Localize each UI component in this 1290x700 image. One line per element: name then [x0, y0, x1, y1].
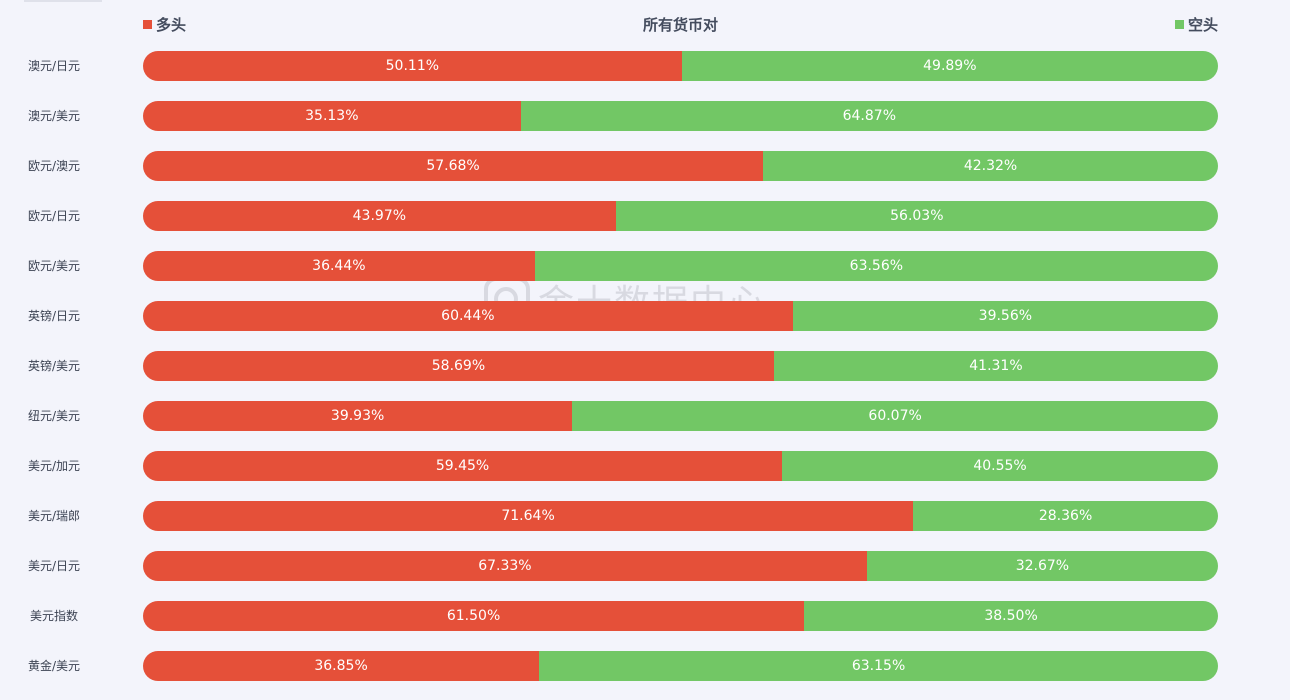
legend-long[interactable]: 多头: [143, 14, 186, 35]
stacked-bar: 43.97% 56.03%: [143, 201, 1218, 231]
category-label: 黄金/美元: [27, 659, 81, 673]
bar-short-segment[interactable]: 49.89%: [681, 51, 1218, 81]
category-label: 美元/加元: [27, 459, 81, 473]
bar-row: 美元/加元 59.45% 40.55%: [0, 450, 1290, 500]
category-label: 美元指数: [29, 609, 78, 623]
bar-long-segment[interactable]: 61.50%: [143, 601, 805, 631]
bar-long-segment[interactable]: 36.85%: [143, 651, 540, 681]
category-label: 纽元/美元: [27, 409, 81, 423]
legend-long-label: 多头: [156, 16, 187, 34]
bar-long-segment[interactable]: 59.45%: [143, 451, 783, 481]
category-label: 欧元/美元: [27, 259, 81, 273]
bar-long-segment[interactable]: 71.64%: [143, 501, 914, 531]
top-tab-indicator: [24, 0, 102, 2]
stacked-bar: 61.50% 38.50%: [143, 601, 1218, 631]
bar-row: 澳元/美元 35.13% 64.87%: [0, 100, 1290, 150]
bar-short-segment[interactable]: 63.15%: [539, 651, 1218, 681]
stacked-bar: 57.68% 42.32%: [143, 151, 1218, 181]
bar-short-segment[interactable]: 42.32%: [763, 151, 1218, 181]
legend-long-swatch: [143, 20, 152, 29]
bar-row: 欧元/澳元 57.68% 42.32%: [0, 150, 1290, 200]
bar-long-segment[interactable]: 60.44%: [143, 301, 793, 331]
bar-row: 美元指数 61.50% 38.50%: [0, 600, 1290, 650]
category-label: 英镑/日元: [27, 309, 81, 323]
bar-row: 英镑/日元 60.44% 39.56%: [0, 300, 1290, 350]
bar-long-segment[interactable]: 35.13%: [143, 101, 521, 131]
bar-short-segment[interactable]: 56.03%: [615, 201, 1218, 231]
bar-short-segment[interactable]: 41.31%: [773, 351, 1218, 381]
bar-short-segment[interactable]: 38.50%: [804, 601, 1218, 631]
stacked-bar: 71.64% 28.36%: [143, 501, 1218, 531]
category-label: 欧元/日元: [27, 209, 81, 223]
bar-rows: 澳元/日元 50.11% 49.89% 澳元/美元 35.13% 64.87% 欧元/澳元 5…: [0, 50, 1290, 700]
legend-short-label: 空头: [1187, 16, 1218, 34]
stacked-bar: 39.93% 60.07%: [143, 401, 1218, 431]
category-label: 澳元/日元: [27, 59, 81, 73]
legend-short-swatch: [1174, 20, 1184, 29]
bar-long-segment[interactable]: 36.44%: [143, 251, 535, 281]
stacked-bar: 67.33% 32.67%: [143, 551, 1218, 581]
bar-short-segment[interactable]: 63.56%: [534, 251, 1218, 281]
category-label: 澳元/美元: [27, 109, 81, 123]
bar-row: 欧元/美元 36.44% 63.56%: [0, 250, 1290, 300]
bar-long-segment[interactable]: 43.97%: [143, 201, 616, 231]
bar-row: 纽元/美元 39.93% 60.07%: [0, 400, 1290, 450]
bar-short-segment[interactable]: 64.87%: [520, 101, 1218, 131]
bar-row: 美元/日元 67.33% 32.67%: [0, 550, 1290, 600]
bar-long-segment[interactable]: 50.11%: [143, 51, 682, 81]
stacked-bar: 60.44% 39.56%: [143, 301, 1218, 331]
category-label: 英镑/美元: [27, 359, 81, 373]
chart-title: 所有货币对: [642, 16, 718, 34]
bar-short-segment[interactable]: 40.55%: [782, 451, 1218, 481]
bar-long-segment[interactable]: 58.69%: [143, 351, 774, 381]
stacked-bar: 35.13% 64.87%: [143, 101, 1218, 131]
bar-short-segment[interactable]: 39.56%: [792, 301, 1218, 331]
stacked-bar: 36.44% 63.56%: [143, 251, 1218, 281]
bar-short-segment[interactable]: 32.67%: [866, 551, 1218, 581]
bar-long-segment[interactable]: 67.33%: [143, 551, 867, 581]
category-label: 欧元/澳元: [27, 159, 81, 173]
bar-row: 英镑/美元 58.69% 41.31%: [0, 350, 1290, 400]
bar-row: 澳元/日元 50.11% 49.89%: [0, 50, 1290, 100]
bar-short-segment[interactable]: 28.36%: [913, 501, 1218, 531]
bar-long-segment[interactable]: 39.93%: [143, 401, 573, 431]
stacked-bar: 58.69% 41.31%: [143, 351, 1218, 381]
stacked-bar: 50.11% 49.89%: [143, 51, 1218, 81]
bar-short-segment[interactable]: 60.07%: [572, 401, 1218, 431]
bar-row: 美元/瑞郎 71.64% 28.36%: [0, 500, 1290, 550]
category-label: 美元/瑞郎: [27, 509, 81, 523]
bar-row: 黄金/美元 36.85% 63.15%: [0, 650, 1290, 700]
stacked-bar: 59.45% 40.55%: [143, 451, 1218, 481]
bar-row: 欧元/日元 43.97% 56.03%: [0, 200, 1290, 250]
category-label: 美元/日元: [27, 559, 81, 573]
stacked-bar: 36.85% 63.15%: [143, 651, 1218, 681]
bar-long-segment[interactable]: 57.68%: [143, 151, 764, 181]
legend-short[interactable]: 空头: [1174, 14, 1218, 35]
